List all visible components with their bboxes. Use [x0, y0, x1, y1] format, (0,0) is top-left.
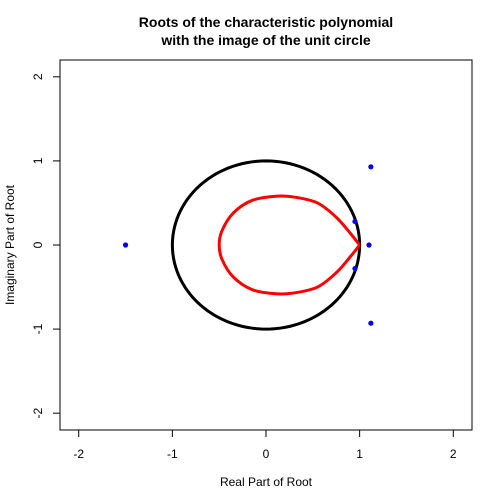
x-tick-label: 1	[356, 447, 363, 461]
root-point	[122, 242, 129, 248]
y-tick-label: 2	[31, 73, 45, 80]
root-points	[122, 164, 374, 326]
x-tick-label: -1	[167, 447, 178, 461]
x-tick-label: 0	[263, 447, 270, 461]
unit-circle-path	[170, 159, 362, 331]
image-curve	[217, 194, 361, 296]
root-point	[368, 164, 374, 170]
root-point	[352, 218, 358, 225]
x-axis: -2 -1 0 1 2	[73, 430, 457, 461]
y-axis-label: Imaginary Part of Root	[3, 184, 17, 305]
chart-title-line-2: with the image of the unit circle	[160, 32, 370, 48]
x-tick-label: -2	[73, 447, 84, 461]
y-tick-label: -1	[31, 323, 45, 334]
x-axis-label: Real Part of Root	[220, 475, 313, 489]
y-axis: -2 -1 0 1 2	[31, 73, 60, 419]
x-tick-label: 2	[450, 447, 457, 461]
y-tick-label: 0	[31, 241, 45, 248]
root-point	[352, 265, 358, 272]
chart-title-line-1: Roots of the characteristic polynomial	[139, 14, 393, 30]
root-point	[368, 320, 374, 326]
y-tick-label: 1	[31, 157, 45, 164]
y-tick-label: -2	[31, 408, 45, 419]
plot-frame	[59, 59, 473, 431]
root-point	[366, 242, 372, 248]
